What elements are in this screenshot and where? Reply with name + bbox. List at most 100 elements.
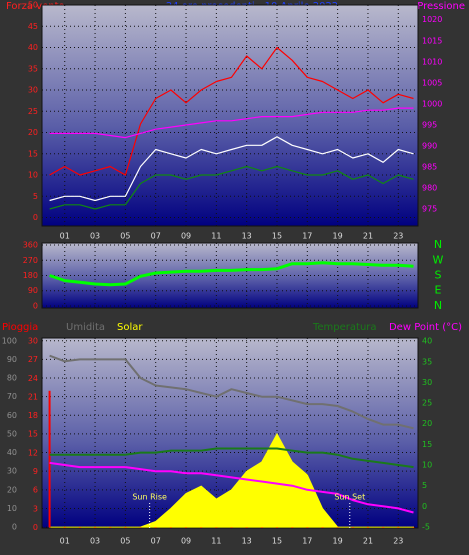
y3-tick-label: 30 [28,337,38,346]
bar [200,527,203,528]
x-tick-label: 07 [151,537,161,546]
series-label: Pioggia [2,322,38,333]
bar [397,527,400,528]
y2-tick-label: 10 [422,461,432,470]
y2-tick-label: 30 [422,378,432,387]
bar [63,527,66,528]
x-tick-label: 13 [242,537,252,546]
bar [336,527,339,528]
y-tick-label: 270 [23,256,38,265]
y-tick-label: 90 [7,355,17,364]
bar [185,527,188,528]
y2-tick-label: 20 [422,419,432,428]
x-tick-label: 19 [333,232,343,241]
y3-tick-label: 21 [28,392,38,401]
bar [412,527,415,528]
y-tick-label: 60 [7,411,17,420]
series-label: Solar [117,322,143,333]
y2-tick-label: N [434,238,442,251]
x-tick-label: 13 [242,232,252,241]
bar [139,527,142,528]
y2-tick-label: 975 [422,205,437,214]
y3-tick-label: 27 [28,355,38,364]
y2-tick-label: 990 [422,142,437,151]
y-tick-label: 50 [7,429,17,438]
series-label: Temperatura [312,322,377,333]
x-tick-label: 23 [393,232,403,241]
y3-tick-label: 24 [28,374,38,383]
plot-area [41,4,419,227]
y3-tick-label: 15 [28,430,38,439]
y-tick-label: 25 [28,107,38,116]
right-axis-label: Pressione [417,1,465,12]
y-tick-label: 70 [7,392,17,401]
x-tick-label: 21 [363,537,373,546]
x-tick-label: 11 [211,537,221,546]
x-tick-label: 01 [60,537,70,546]
bar [291,527,294,528]
y-tick-label: 180 [23,271,38,280]
y2-tick-label: E [435,284,442,297]
y2-tick-label: 1020 [422,15,442,24]
x-tick-label: 09 [181,232,191,241]
y2-tick-label: 35 [422,357,432,366]
bar [109,527,112,528]
y3-tick-label: 3 [33,504,38,513]
y2-tick-label: 40 [422,337,432,346]
y2-tick-label: 5 [422,481,427,490]
bar [366,527,369,528]
x-tick-label: 11 [211,232,221,241]
y-tick-label: 40 [7,448,17,457]
x-tick-label: 05 [120,232,130,241]
bar [321,527,324,528]
y2-tick-label: 1010 [422,57,442,66]
y3-tick-label: 12 [28,448,38,457]
bar [78,527,81,528]
bar [230,527,233,528]
y2-tick-label: 1005 [422,78,442,87]
x-tick-label: 07 [151,232,161,241]
y2-tick-label: 980 [422,184,437,193]
x-tick-label: 23 [393,537,403,546]
y3-tick-label: 18 [28,411,38,420]
series-line [49,107,414,139]
y-tick-label: 50 [28,1,38,10]
y-tick-label: 360 [23,241,38,250]
y2-tick-label: 985 [422,163,437,172]
x-tick-label: 01 [60,232,70,241]
bar [215,527,218,528]
y-tick-label: 30 [28,86,38,95]
y2-tick-label: 15 [422,440,432,449]
series-line [49,165,414,210]
series-line [49,46,414,176]
y-tick-label: 90 [28,286,38,295]
annotation: Sun Rise [132,493,167,502]
y-tick-label: 15 [28,149,38,158]
x-tick-label: 03 [90,232,100,241]
bar [260,527,263,528]
y-tick-label: 80 [7,374,17,383]
y-tick-label: 45 [28,22,38,31]
series-label: Umidita [66,322,105,333]
left-axis-label: Forza vento [6,1,65,12]
y2-tick-label: S [435,269,442,282]
bar [154,527,157,528]
bar [48,390,51,528]
y-tick-label: 35 [28,64,38,73]
y-tick-label: 5 [33,192,38,201]
y-tick-label: 40 [28,43,38,52]
solar-area [49,432,414,528]
y2-tick-label: N [434,299,442,312]
bar [124,527,127,528]
y3-tick-label: 6 [33,486,38,495]
annotation: Sun Set [334,493,365,502]
y-tick-label: 20 [7,485,17,494]
y-tick-label: 0 [12,523,17,532]
y2-tick-label: 995 [422,120,437,129]
x-tick-label: 15 [272,232,282,241]
series-label: Dew Point (°C) [389,322,462,333]
bar [276,527,278,528]
x-tick-label: 19 [333,537,343,546]
y2-tick-label: W [433,253,444,266]
y3-tick-label: 0 [33,523,38,532]
